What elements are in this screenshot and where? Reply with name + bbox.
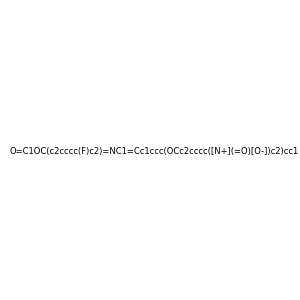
Text: O=C1OC(c2cccc(F)c2)=NC1=Cc1ccc(OCc2cccc([N+](=O)[O-])c2)cc1: O=C1OC(c2cccc(F)c2)=NC1=Cc1ccc(OCc2cccc(… bbox=[9, 147, 298, 156]
